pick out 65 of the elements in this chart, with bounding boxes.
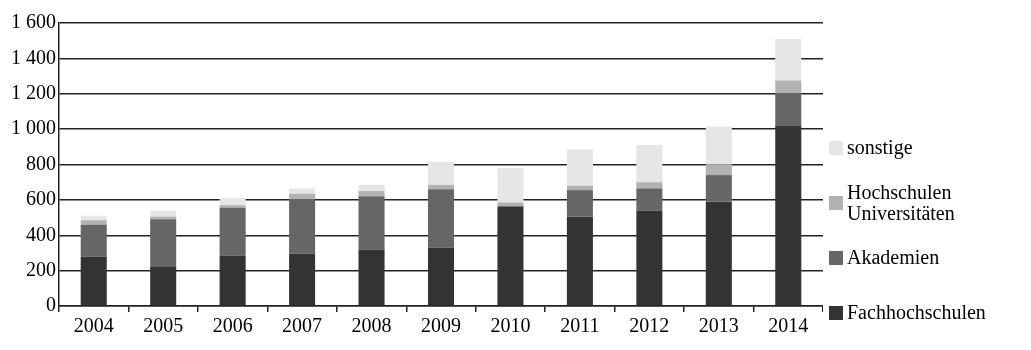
bar xyxy=(705,164,732,176)
bar xyxy=(150,210,177,217)
bar xyxy=(219,198,246,206)
y-tick-label: 400 xyxy=(26,222,56,245)
y-tick-label: 1 400 xyxy=(11,45,56,68)
x-tick-label: 2011 xyxy=(560,314,600,337)
legend-label: Hochschulen Universitäten xyxy=(847,180,956,224)
bar xyxy=(636,145,663,183)
bar xyxy=(427,161,455,185)
bar xyxy=(289,198,316,254)
y-tick-label: 1 200 xyxy=(11,81,56,103)
bar xyxy=(775,92,802,126)
x-tick-label: 2012 xyxy=(629,314,670,337)
bar xyxy=(566,190,593,217)
bar xyxy=(636,182,663,189)
legend-label: sonstige xyxy=(847,136,914,158)
y-tick-label: 600 xyxy=(26,187,56,210)
bar xyxy=(80,256,107,306)
x-tick-label: 2013 xyxy=(698,314,739,337)
bar xyxy=(358,249,385,306)
bar xyxy=(358,184,385,192)
bar xyxy=(219,207,246,256)
y-tick-label: 0 xyxy=(46,293,56,316)
y-tick-label: 800 xyxy=(26,151,56,174)
bar xyxy=(775,80,802,93)
bar xyxy=(427,184,455,190)
x-tick-label: 2014 xyxy=(768,314,809,337)
bar xyxy=(80,220,107,225)
x-tick-label: 2007 xyxy=(282,314,323,337)
y-tick-label: 1 000 xyxy=(11,116,56,139)
bar xyxy=(80,215,107,221)
y-tick-label: 1 600 xyxy=(11,10,56,33)
bar xyxy=(775,125,802,306)
bar xyxy=(358,196,385,250)
bar xyxy=(566,185,593,191)
bar xyxy=(636,210,663,306)
legend-label: Akademien xyxy=(847,246,941,268)
bar xyxy=(80,224,107,257)
x-tick-label: 2009 xyxy=(421,314,461,337)
bar xyxy=(497,168,524,203)
x-tick-label: 2010 xyxy=(490,314,531,337)
bar xyxy=(705,201,732,306)
legend-label: Fachhochschulen xyxy=(847,301,987,323)
x-tick-label: 2008 xyxy=(351,314,392,337)
bar xyxy=(150,219,177,268)
x-tick-label: 2004 xyxy=(73,314,114,337)
bar xyxy=(289,188,316,194)
bar xyxy=(427,189,455,248)
bar xyxy=(566,216,593,306)
bar xyxy=(705,175,732,202)
bar xyxy=(497,206,524,306)
bar xyxy=(427,247,455,306)
bar xyxy=(289,193,316,199)
bar xyxy=(289,253,316,306)
bar xyxy=(150,267,177,306)
x-tick-label: 2006 xyxy=(212,314,253,337)
bar xyxy=(705,126,732,165)
y-tick-label: 200 xyxy=(26,257,56,280)
bar xyxy=(566,149,593,186)
bar xyxy=(219,205,246,208)
x-tick-label: 2005 xyxy=(143,314,184,337)
bar xyxy=(775,38,802,81)
bar xyxy=(219,255,246,306)
bar xyxy=(358,191,385,197)
bar xyxy=(636,188,663,211)
